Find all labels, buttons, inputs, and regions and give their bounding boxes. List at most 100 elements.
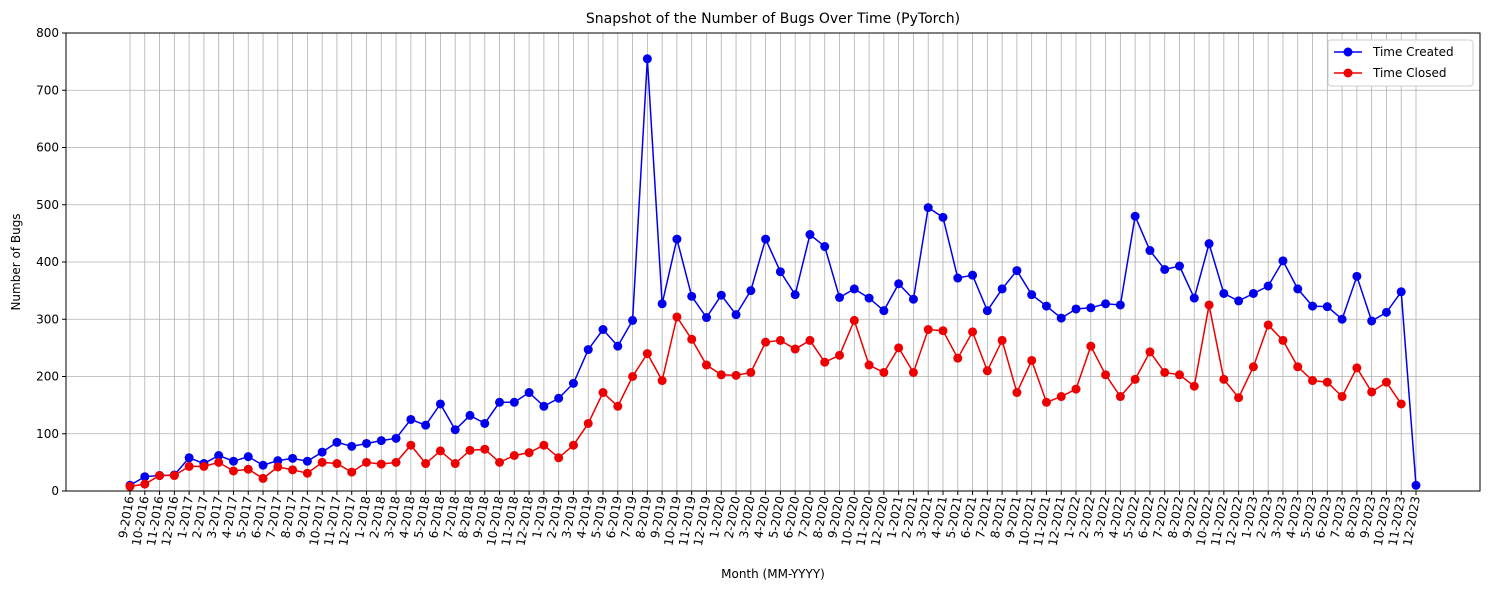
data-point [1204, 239, 1214, 249]
legend-marker [1343, 47, 1353, 57]
data-point [953, 353, 963, 363]
data-point [1086, 303, 1096, 313]
data-point [169, 471, 179, 481]
data-point [1278, 256, 1288, 266]
data-point [687, 291, 697, 301]
data-point [1234, 296, 1244, 306]
data-point [495, 397, 505, 407]
data-point [288, 453, 298, 463]
data-point [583, 418, 593, 428]
data-point [1174, 370, 1184, 380]
data-point [701, 313, 711, 323]
data-point [731, 370, 741, 380]
data-point [1130, 211, 1140, 221]
plot [125, 54, 1421, 491]
data-point [1337, 314, 1347, 324]
data-point [140, 472, 150, 482]
data-point [938, 212, 948, 222]
data-point [908, 294, 918, 304]
data-point [1396, 287, 1406, 297]
data-point [155, 471, 165, 481]
data-point [716, 370, 726, 380]
data-point [1367, 316, 1377, 326]
data-point [1308, 301, 1318, 311]
y-tick-label: 200 [36, 370, 59, 384]
data-point [687, 334, 697, 344]
y-tick-label: 100 [36, 427, 59, 441]
series-line [129, 58, 1417, 486]
data-point [391, 433, 401, 443]
data-point [879, 367, 889, 377]
data-point [480, 444, 490, 454]
data-point [820, 357, 830, 367]
data-point [1263, 281, 1273, 291]
data-point [524, 388, 534, 398]
data-point [406, 440, 416, 450]
data-point [1056, 313, 1066, 323]
data-point [125, 481, 135, 491]
legend-box [1327, 39, 1474, 87]
data-point [465, 410, 475, 420]
data-point [775, 335, 785, 345]
data-point [1234, 393, 1244, 403]
data-point [362, 438, 372, 448]
data-point [805, 230, 815, 240]
data-point [1248, 288, 1258, 298]
data-point [1071, 384, 1081, 394]
data-point [554, 453, 564, 463]
data-point [450, 459, 460, 469]
data-point [1381, 307, 1391, 317]
data-point [199, 461, 209, 471]
data-point [539, 440, 549, 450]
data-point [332, 437, 342, 447]
data-point [1115, 392, 1125, 402]
y-tick-label: 300 [36, 312, 59, 326]
data-point [273, 462, 283, 472]
y-tick-label: 600 [36, 141, 59, 155]
data-point [1160, 264, 1170, 274]
data-point [613, 341, 623, 351]
data-point [302, 456, 312, 466]
data-point [953, 273, 963, 283]
data-point [509, 451, 519, 461]
data-point [923, 325, 933, 335]
data-point [243, 452, 253, 462]
data-point [1101, 299, 1111, 309]
data-point [805, 335, 815, 345]
data-point [1352, 271, 1362, 281]
data-point [657, 376, 667, 386]
data-point [1130, 374, 1140, 384]
data-point [317, 447, 327, 457]
grid [66, 32, 1480, 492]
data-point [317, 457, 327, 467]
data-point [554, 393, 564, 403]
data-point [1322, 302, 1332, 312]
data-point [214, 451, 224, 461]
data-point [997, 284, 1007, 294]
data-point [539, 401, 549, 411]
data-point [997, 335, 1007, 345]
data-point [849, 284, 859, 294]
data-point [628, 315, 638, 325]
data-point [1189, 381, 1199, 391]
data-point [879, 306, 889, 316]
data-point [642, 54, 652, 64]
data-point [938, 326, 948, 336]
data-point [849, 315, 859, 325]
data-point [480, 418, 490, 428]
data-point [243, 464, 253, 474]
data-point [761, 234, 771, 244]
data-point [923, 203, 933, 213]
data-point [1115, 300, 1125, 310]
data-point [524, 448, 534, 458]
data-point [716, 290, 726, 300]
data-point [746, 367, 756, 377]
data-point [1278, 335, 1288, 345]
data-point [628, 372, 638, 381]
data-point [583, 345, 593, 355]
data-point [568, 440, 578, 450]
data-point [1071, 304, 1081, 314]
data-point [1174, 261, 1184, 271]
data-point [982, 366, 992, 376]
